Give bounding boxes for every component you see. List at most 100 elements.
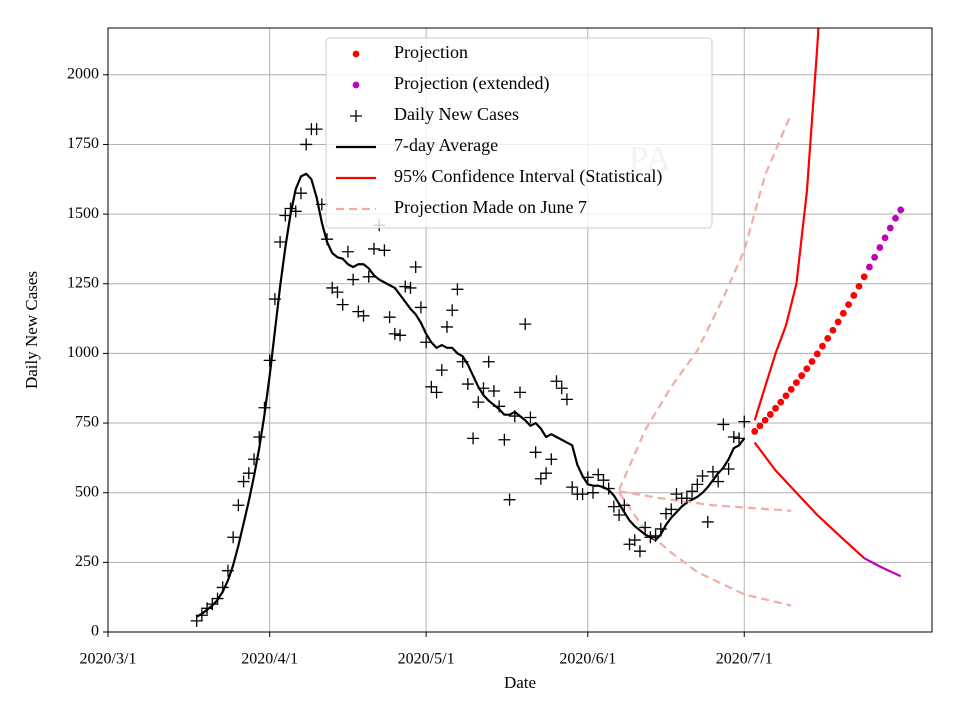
case-marker bbox=[227, 531, 240, 544]
projection-dot bbox=[855, 282, 863, 290]
case-marker bbox=[404, 281, 417, 294]
case-marker bbox=[451, 283, 464, 296]
projection-dot bbox=[881, 234, 889, 242]
axes-frame bbox=[107, 27, 933, 633]
case-marker bbox=[258, 401, 271, 414]
case-marker bbox=[467, 432, 480, 445]
projection-dot bbox=[871, 253, 879, 261]
case-marker bbox=[472, 396, 485, 409]
case-marker bbox=[665, 503, 678, 516]
case-marker bbox=[618, 499, 631, 512]
case-marker bbox=[597, 474, 610, 487]
projection-dot bbox=[860, 273, 868, 281]
case-marker bbox=[712, 475, 725, 488]
case-marker bbox=[639, 521, 652, 534]
projection-dot bbox=[866, 263, 873, 271]
series-line bbox=[618, 113, 793, 491]
projection-dot bbox=[766, 411, 774, 418]
y-tick-label: 250 bbox=[75, 553, 99, 570]
case-marker bbox=[592, 468, 605, 481]
y-tick-label: 500 bbox=[75, 483, 99, 500]
case-marker bbox=[341, 245, 354, 258]
projection-dot bbox=[829, 326, 837, 334]
projection-dot bbox=[886, 224, 894, 232]
case-marker bbox=[550, 375, 563, 388]
case-marker bbox=[566, 481, 579, 494]
projection-dot bbox=[751, 428, 759, 435]
case-marker bbox=[294, 187, 307, 200]
case-marker bbox=[498, 433, 511, 446]
case-marker bbox=[253, 430, 266, 443]
projection-dot bbox=[782, 392, 790, 400]
projection-dot bbox=[892, 214, 899, 222]
case-marker bbox=[435, 364, 448, 377]
case-marker bbox=[347, 273, 360, 286]
y-tick-label: 0 bbox=[91, 623, 99, 640]
case-marker bbox=[555, 382, 568, 395]
legend-marker bbox=[350, 110, 362, 122]
x-tick-label: 2020/5/1 bbox=[398, 651, 455, 668]
projection-dot bbox=[834, 318, 842, 326]
case-marker bbox=[493, 400, 506, 413]
case-marker bbox=[367, 242, 380, 255]
case-marker bbox=[482, 355, 495, 368]
case-marker bbox=[581, 471, 594, 484]
case-marker bbox=[394, 329, 407, 342]
projection-dot bbox=[808, 358, 816, 365]
case-marker bbox=[440, 320, 453, 333]
x-tick-label: 2020/4/1 bbox=[241, 651, 298, 668]
case-marker bbox=[388, 327, 401, 340]
projection-dot bbox=[813, 350, 821, 358]
case-marker bbox=[717, 418, 730, 431]
legend-label: Projection Made on June 7 bbox=[394, 197, 587, 217]
case-marker bbox=[362, 270, 375, 283]
case-marker bbox=[420, 336, 433, 349]
case-marker bbox=[216, 581, 229, 594]
case-marker bbox=[336, 298, 349, 311]
case-marker bbox=[195, 609, 208, 622]
case-marker bbox=[284, 202, 297, 215]
case-marker bbox=[628, 534, 641, 547]
case-marker bbox=[738, 415, 751, 428]
projection-dot bbox=[824, 334, 832, 342]
case-marker bbox=[514, 386, 526, 399]
projection-dot bbox=[839, 309, 847, 317]
case-marker bbox=[602, 482, 615, 495]
case-marker bbox=[487, 385, 500, 398]
case-marker bbox=[289, 205, 302, 218]
case-marker bbox=[206, 598, 219, 611]
case-marker bbox=[607, 500, 620, 513]
case-marker bbox=[691, 478, 704, 491]
projection-dot bbox=[845, 301, 852, 309]
case-marker bbox=[706, 465, 719, 478]
series-line bbox=[753, 441, 865, 559]
case-marker bbox=[279, 209, 292, 222]
case-marker bbox=[409, 261, 422, 274]
y-axis-label: Daily New Cases bbox=[22, 271, 41, 389]
case-marker bbox=[399, 280, 412, 293]
case-marker bbox=[534, 472, 547, 485]
case-marker bbox=[524, 411, 537, 424]
projection-dot bbox=[819, 342, 826, 350]
case-marker bbox=[686, 485, 699, 498]
case-marker bbox=[654, 522, 667, 535]
case-marker bbox=[430, 386, 443, 399]
case-marker bbox=[425, 380, 438, 393]
series-line bbox=[196, 172, 746, 618]
legend-box bbox=[325, 37, 713, 229]
x-tick-label: 2020/3/1 bbox=[80, 651, 137, 668]
case-marker bbox=[310, 123, 323, 136]
case-marker bbox=[321, 233, 334, 246]
y-tick-label: 1000 bbox=[67, 344, 99, 361]
projection-dot bbox=[798, 372, 806, 380]
case-marker bbox=[613, 508, 626, 521]
case-marker bbox=[383, 311, 396, 324]
case-marker bbox=[300, 138, 313, 151]
case-marker bbox=[649, 529, 662, 542]
case-marker bbox=[696, 469, 709, 482]
axes: 0 250 500 750 1000 1250 1500 1750 2000 2020/3/1 20… bbox=[67, 65, 773, 667]
x-tick-label: 2020/7/1 bbox=[716, 651, 773, 668]
case-marker bbox=[644, 531, 657, 544]
case-marker bbox=[237, 475, 250, 488]
case-marker bbox=[221, 564, 234, 577]
